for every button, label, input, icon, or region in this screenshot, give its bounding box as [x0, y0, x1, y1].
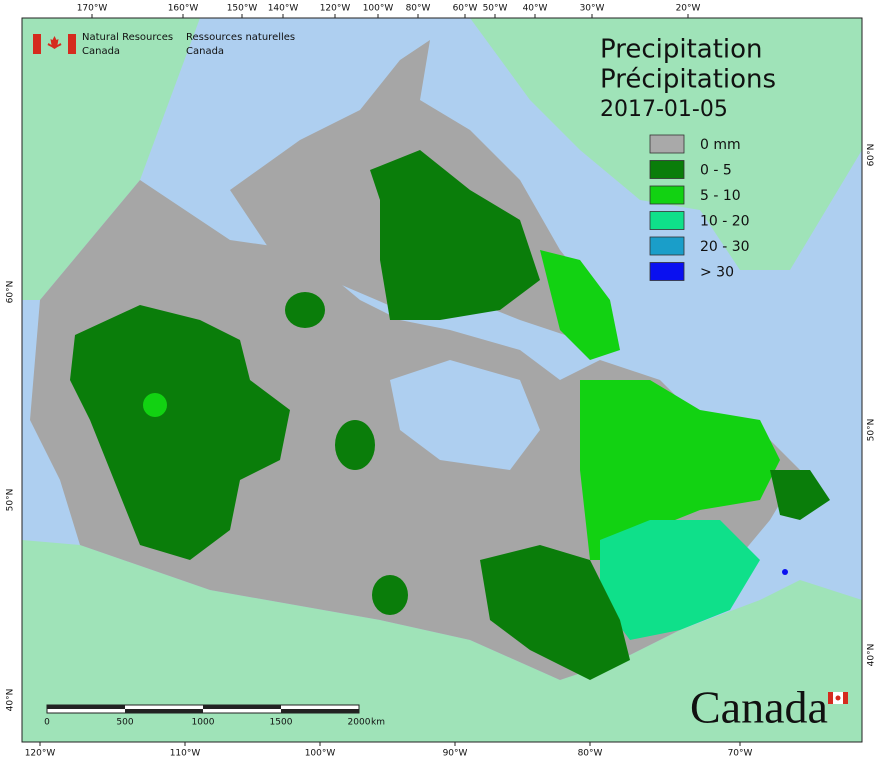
scale-label: 1500: [270, 718, 293, 728]
graticule-label: 60°W: [453, 4, 478, 14]
legend-label: 0 mm: [700, 137, 741, 153]
scale-bar-segment: [281, 709, 359, 713]
agency-fr: Ressources naturelles: [186, 32, 295, 43]
graticule-label: 160°W: [168, 4, 199, 14]
flag-bar: [33, 34, 41, 54]
legend-swatch: [649, 160, 685, 179]
graticule-label: 80°W: [406, 4, 431, 14]
map-frame: [21, 17, 863, 743]
scale-label: 1000: [192, 718, 215, 728]
zone-east: [600, 520, 760, 640]
wordmark-flag: [835, 695, 841, 701]
graticule-label: 20°W: [676, 4, 701, 14]
scale-label: 0: [44, 718, 50, 728]
zone-patch: [372, 575, 408, 615]
graticule-label: 110°W: [170, 749, 201, 759]
graticule-label: 90°W: [443, 749, 468, 759]
graticule-label: 70°W: [728, 749, 753, 759]
graticule-label: 40°W: [523, 4, 548, 14]
legend-label: 5 - 10: [700, 188, 741, 204]
legend-label: 10 - 20: [700, 214, 750, 230]
graticule-label: 80°W: [578, 749, 603, 759]
map-body: [22, 18, 862, 742]
agency-en: Natural Resources: [82, 32, 173, 43]
graticule-label: 50°N: [867, 419, 877, 442]
agency-fr: Canada: [186, 46, 224, 57]
zone-patch: [143, 393, 167, 417]
title: Précipitations: [600, 65, 776, 95]
graticule-label: 150°W: [227, 4, 258, 14]
graticule-label: 100°W: [305, 749, 336, 759]
graticule-label: 120°W: [25, 749, 56, 759]
zone-ontario: [480, 545, 630, 680]
graticule-label: 140°W: [268, 4, 299, 14]
zone-patch: [335, 420, 375, 470]
graticule-label: 170°W: [77, 4, 108, 14]
hudson-bay: [390, 360, 540, 470]
flag-leaf: [47, 36, 62, 49]
wordmark: Canada: [690, 682, 828, 733]
date: 2017-01-05: [600, 97, 728, 122]
legend-swatch: [649, 134, 685, 154]
legend-swatch: [649, 185, 685, 205]
legend-label: 20 - 30: [700, 239, 750, 255]
graticule-label: 40°N: [6, 689, 16, 712]
scale-label: 500: [116, 718, 133, 728]
legend-swatch: [649, 211, 685, 230]
scale-bar-segment: [125, 709, 203, 713]
wordmark-flag: [828, 692, 833, 704]
scale-bar-segment: [47, 705, 125, 709]
graticule-label: 30°W: [580, 4, 605, 14]
graticule-label: 120°W: [320, 4, 351, 14]
legend-label: > 30: [700, 265, 734, 281]
graticule-label: 40°N: [867, 644, 877, 667]
zone-quebec: [580, 380, 780, 560]
scale-bar-segment: [203, 705, 281, 709]
alaska: [22, 18, 200, 300]
zone-newfoundland: [770, 470, 830, 520]
graticule-label: 100°W: [363, 4, 394, 14]
flag-bar: [68, 34, 76, 54]
graticule-label: 60°N: [6, 281, 16, 304]
zone-patch: [285, 292, 325, 328]
scale-label: 2000: [348, 718, 371, 728]
agency-en: Canada: [82, 46, 120, 57]
legend-swatch: [649, 262, 685, 281]
graticule-label: 50°N: [6, 489, 16, 512]
legend-label: 0 - 5: [700, 163, 732, 179]
graticule-label: 60°N: [867, 144, 877, 167]
zone-patch: [782, 569, 788, 575]
title: Precipitation: [600, 35, 763, 65]
united-states: [22, 540, 862, 742]
zone-arctic: [370, 150, 540, 320]
legend-swatch: [649, 236, 685, 256]
wordmark-flag: [843, 692, 848, 704]
zone-west: [70, 305, 290, 560]
graticule-label: 50°W: [483, 4, 508, 14]
scale-unit: km: [371, 718, 385, 728]
zone-baffin: [540, 250, 620, 360]
